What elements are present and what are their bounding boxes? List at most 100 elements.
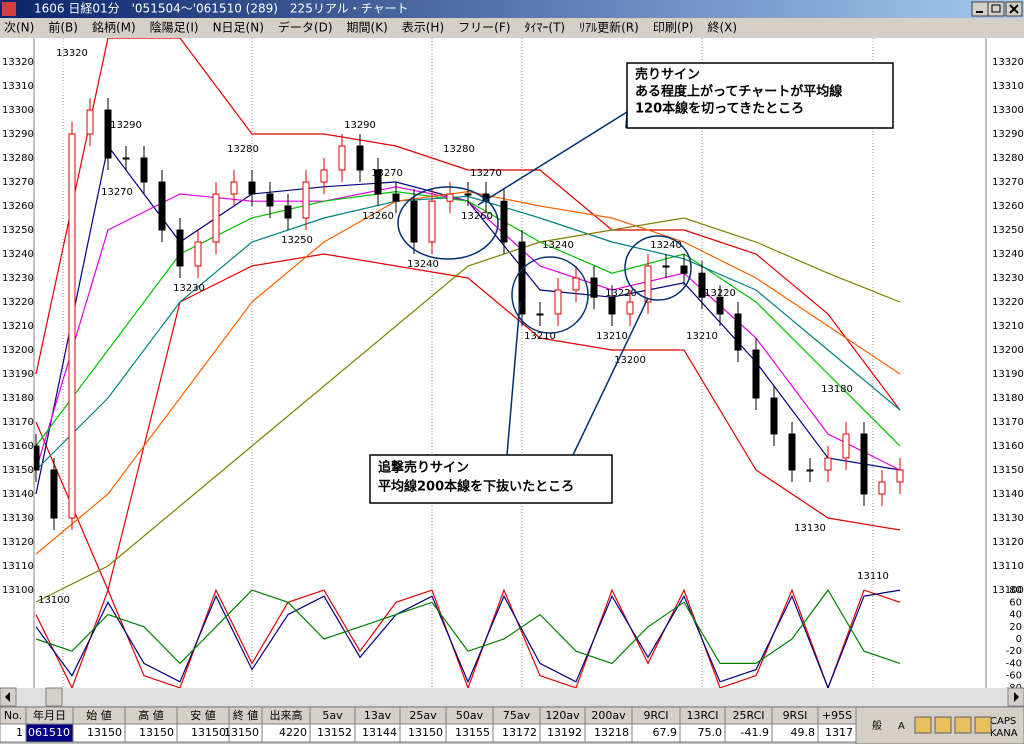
candle-body [770, 397, 778, 435]
menu-item[interactable]: 終(X) [707, 20, 737, 35]
candle-body [878, 481, 886, 495]
status-item: KANA [990, 728, 1018, 739]
menu-item[interactable]: N日足(N) [213, 21, 264, 35]
menu-item[interactable]: 次(N) [4, 21, 34, 35]
extreme-label: 13240 [542, 240, 574, 251]
candle-body [788, 433, 796, 471]
value-text: -41.9 [741, 726, 769, 739]
chart-area [0, 38, 1024, 688]
extreme-label: 13200 [614, 355, 646, 366]
extreme-label: 13320 [56, 48, 88, 59]
highlight-circle [397, 186, 499, 260]
header-text: 5av [322, 709, 343, 722]
y-tick-label: 13190 [992, 369, 1024, 380]
y-tick-label: 13320 [2, 57, 34, 68]
status-icon[interactable] [934, 716, 952, 734]
y-tick-label: 13240 [992, 249, 1024, 260]
y2-tick-label: -60 [1006, 671, 1022, 682]
y-tick-label: 13290 [992, 129, 1024, 140]
maximize-button[interactable] [987, 1, 1005, 17]
y2-tick-label: 80 [1009, 585, 1022, 596]
highlight-circle [624, 235, 692, 301]
menu-item[interactable]: ﾘｱﾙ更新(R) [579, 20, 639, 35]
y2-tick-label: -40 [1006, 658, 1022, 669]
extreme-label: 13240 [407, 259, 439, 270]
header-text: 終 値 [233, 708, 259, 722]
y-tick-label: 13180 [992, 393, 1024, 404]
extreme-label: 13240 [650, 240, 682, 251]
candle-body [338, 145, 346, 171]
menu-item[interactable]: データ(D) [278, 20, 333, 35]
header-text: No. [4, 709, 22, 722]
pointer-line [477, 111, 628, 206]
value-text: 4220 [279, 726, 307, 739]
extreme-label: 13210 [686, 331, 718, 342]
value-text: 1317 [825, 726, 853, 739]
value-text: 75.0 [698, 726, 723, 739]
y2-tick-label: 40 [1009, 610, 1022, 621]
y-tick-label: 13210 [992, 321, 1024, 332]
extreme-label: 13280 [443, 144, 475, 155]
upper-band [35, 38, 901, 411]
extreme-label: 13220 [704, 288, 736, 299]
header-text: 年月日 [33, 708, 66, 722]
y-tick-label: 13250 [992, 225, 1024, 236]
y-tick-label: 13110 [992, 561, 1024, 572]
status-item: CAPS [990, 716, 1016, 727]
candle-body [518, 241, 526, 315]
header-text: +95S [822, 709, 852, 722]
extreme-label: 13130 [794, 523, 826, 534]
y-tick-label: 13170 [2, 417, 34, 428]
status-icon[interactable] [954, 716, 972, 734]
scroll-thumb[interactable] [45, 687, 63, 707]
y-tick-label: 13280 [992, 153, 1024, 164]
value-text: 49.8 [791, 726, 816, 739]
y-tick-label: 13100 [2, 585, 34, 596]
data-table: No. 1 年月日 061510 始 値 13150 高 値 13150 安 値 13150 終 値… [0, 706, 857, 743]
y-tick-label: 13120 [992, 537, 1024, 548]
y-tick-label: 13120 [2, 537, 34, 548]
menu-item[interactable]: 陰陽足(I) [150, 21, 199, 35]
callout-text: 120本線を切ってきたところ [635, 101, 804, 117]
candle-body [860, 433, 868, 495]
candle-body [446, 193, 454, 202]
menu-item[interactable]: ﾀｲﾏｰ(T) [524, 21, 565, 35]
candle-body [194, 241, 202, 267]
header-text: 120av [545, 709, 580, 722]
candle-body [410, 200, 418, 243]
y-tick-label: 13230 [2, 273, 34, 284]
value-text: 13152 [317, 726, 352, 739]
status-icon[interactable] [914, 716, 932, 734]
pointer-line [572, 297, 649, 456]
candle-body [734, 313, 742, 351]
status-icon[interactable] [974, 716, 992, 734]
value-text: 13144 [362, 726, 397, 739]
menu-item[interactable]: 期間(K) [347, 21, 388, 35]
y-tick-label: 13250 [2, 225, 34, 236]
highlight-circle [511, 256, 589, 334]
callout-text: 売りサイン [635, 67, 700, 83]
candle-body [626, 301, 634, 315]
candle-body [662, 265, 670, 268]
oscillator [35, 589, 901, 665]
menu-item[interactable]: フリー(F) [458, 21, 510, 35]
candle-body [716, 296, 724, 315]
menu-item[interactable]: 印刷(P) [653, 21, 694, 35]
scroll-track[interactable] [0, 688, 1024, 706]
extreme-label: 13260 [362, 211, 394, 222]
minimize-button[interactable] [971, 1, 989, 17]
header-text: 9RCI [643, 709, 668, 722]
menu-item[interactable]: 表示(H) [402, 21, 444, 35]
y-tick-label: 13160 [2, 441, 34, 452]
callout-text: 追撃売りサイン [378, 460, 469, 476]
y-tick-label: 13130 [2, 513, 34, 524]
header-text: 200av [591, 709, 626, 722]
y-tick-label: 13220 [992, 297, 1024, 308]
candle-body [86, 109, 94, 135]
menu-item[interactable]: 前(B) [48, 20, 78, 35]
menu-item[interactable]: 銘柄(M) [92, 20, 136, 35]
y-tick-label: 13110 [2, 561, 34, 572]
plot: 13320 13290 13270 13230 13280 13250 13290 13270… [34, 38, 904, 688]
